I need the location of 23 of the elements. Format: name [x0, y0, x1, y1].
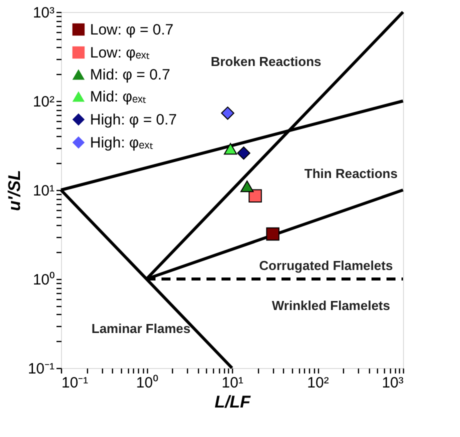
legend-label: Mid: φ = 0.7 — [90, 66, 170, 84]
x-tick-label: 10² — [307, 374, 329, 392]
legend-label: High: φ = 0.7 — [90, 112, 177, 128]
x-tick-label: 10⁻¹ — [62, 374, 88, 392]
legend-label: Low: φ = 0.7 — [90, 22, 174, 38]
x-tick-label: 10¹ — [222, 374, 244, 392]
y-tick-label: 10¹ — [32, 182, 54, 200]
legend-label: Low: φₑₓₜ — [90, 44, 150, 62]
y-axis-title: u′/SL — [4, 170, 24, 211]
annotation: Thin Reactions — [304, 166, 398, 181]
y-tick-label: 10⁻¹ — [28, 360, 54, 378]
x-axis-title: L/LF — [214, 392, 252, 412]
annotation: Corrugated Flamelets — [259, 258, 393, 273]
annotation: Wrinkled Flamelets — [272, 298, 390, 313]
legend-label: Mid: φₑₓₜ — [90, 88, 147, 106]
y-tick-label: 10² — [32, 94, 54, 110]
x-tick-label: 10⁰ — [136, 374, 158, 392]
annotation: Broken Reactions — [210, 54, 322, 69]
legend-label: High: φₑₓₜ — [90, 134, 154, 152]
y-tick-label: 10⁰ — [32, 272, 54, 288]
y-tick-label: 10³ — [32, 4, 54, 22]
annotation: Laminar Flames — [92, 321, 190, 336]
x-tick-label: 10³ — [382, 374, 404, 392]
